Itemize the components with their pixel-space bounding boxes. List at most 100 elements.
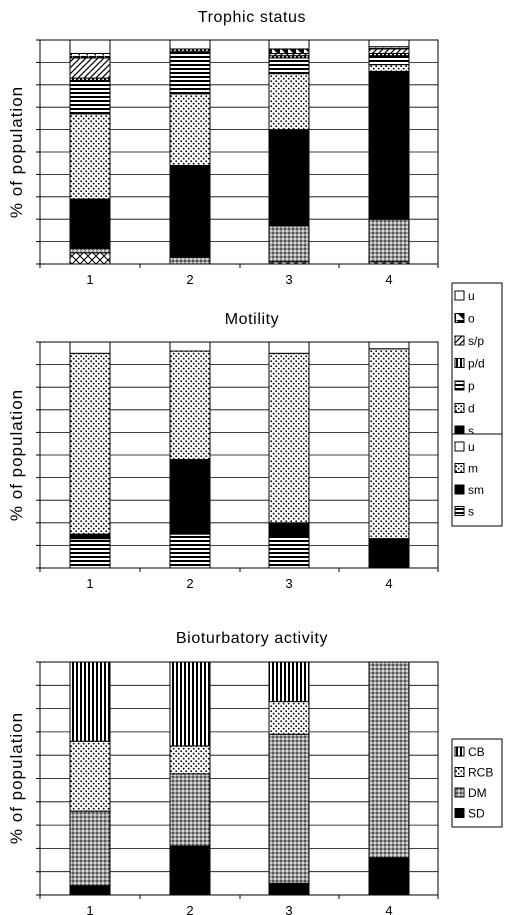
legend-swatch [454, 358, 465, 368]
legend-swatch [454, 787, 465, 798]
bar-segment-u-4 [368, 341, 410, 350]
legend-swatch [454, 808, 465, 818]
x-tick-label: 2 [186, 903, 193, 915]
chart-3: Bioturbatory activity % of population 1 2 3 4… [7, 630, 503, 915]
bar-segment-p-1 [69, 79, 111, 115]
legend-label: p/d [468, 357, 485, 371]
bar-segment-m-2 [169, 350, 211, 461]
x-tick-label: 3 [285, 903, 292, 915]
y-axis-label: % of population [7, 86, 26, 218]
legend-swatch [454, 335, 465, 346]
chart-title: Trophic status [198, 9, 306, 26]
bar-segment-sm-4 [368, 538, 410, 569]
x-tick-label: 2 [186, 272, 193, 287]
bar-segment-s-1 [69, 198, 111, 249]
y-axis-label: % of population [7, 712, 26, 844]
bar-segment-s-4 [368, 70, 410, 220]
chart-2: Motility % of population 1 2 3 4 um sm s [7, 311, 503, 591]
bar-segment-d-1 [69, 113, 111, 200]
bar-segment-cb-1 [69, 661, 111, 742]
legend-label: u [468, 440, 475, 454]
legend-label: s [468, 505, 474, 519]
bar-segment-u-1 [69, 341, 111, 354]
bar-segment-f-s-4 [368, 218, 410, 263]
bar-segment-sd-2 [169, 845, 211, 896]
legend-label: d [468, 402, 475, 416]
bar-segment-s-1 [69, 538, 111, 569]
legend-swatch [454, 380, 465, 391]
bar-segment-u-3 [268, 341, 310, 354]
x-tick-label: 1 [86, 576, 93, 591]
legend-swatch [454, 506, 465, 516]
legend-label: SD [468, 807, 485, 821]
bar-segment-dm-4 [368, 661, 410, 859]
legend-swatch [454, 441, 465, 452]
legend-swatch [454, 484, 465, 495]
x-tick-label: 1 [86, 272, 93, 287]
x-tick-label: 2 [186, 576, 193, 591]
bar-segment-rcb-1 [69, 740, 111, 812]
legend-label: sm [468, 483, 484, 497]
legend-swatch [454, 767, 465, 777]
legend-label: RCB [468, 766, 493, 780]
x-tick-label: 4 [385, 576, 392, 591]
legend-swatch [454, 403, 465, 413]
bar-segment-p-4 [368, 55, 410, 66]
bar-segment-sm-1 [69, 533, 111, 540]
bar-segment-m-1 [69, 352, 111, 535]
bar-segment-u-4 [368, 39, 410, 48]
bar-segment-sd-1 [69, 885, 111, 896]
bar-segment-o-1 [69, 52, 111, 59]
bar-segment-m-4 [368, 348, 410, 540]
bar-segment-p-2 [169, 50, 211, 95]
legend-label: o [468, 312, 475, 326]
legend-swatch [454, 463, 465, 473]
bar-segment-m-3 [268, 352, 310, 524]
bar-segment-sm-2 [169, 459, 211, 535]
bar-segment-s-p-4 [368, 48, 410, 54]
bar-segment-o-3 [268, 48, 310, 54]
chart-title: Bioturbatory activity [176, 630, 328, 647]
legend-label: DM [468, 786, 487, 800]
x-tick-label: 4 [385, 903, 392, 915]
bar-segment-dm-3 [268, 733, 310, 884]
bar-segment-u-1 [69, 39, 111, 54]
legend-label: CB [468, 745, 485, 759]
bar-segment-s-3 [268, 129, 310, 227]
x-tick-label: 4 [385, 272, 392, 287]
bar-segment-f-1 [69, 252, 111, 265]
bar-segment-sd-4 [368, 857, 410, 896]
bar-segment-u-3 [268, 39, 310, 50]
bar-segment-u-2 [169, 341, 211, 352]
x-tick-label: 3 [285, 272, 292, 287]
legend-label: s [468, 424, 474, 438]
bar-segment-rcb-2 [169, 745, 211, 775]
legend-swatch [454, 746, 465, 757]
bar-segment-f-s-1 [69, 247, 111, 254]
bar-segment-d-2 [169, 93, 211, 166]
bar-segment-cb-3 [268, 661, 310, 703]
bar-segment-cb-2 [169, 661, 211, 747]
bar-segment-dm-2 [169, 773, 211, 847]
chart-title: Motility [225, 311, 280, 328]
bar-segment-d-3 [268, 73, 310, 131]
x-tick-label: 3 [285, 576, 292, 591]
bar-segment-s-2 [169, 533, 211, 569]
y-axis-label: % of population [7, 389, 26, 521]
bar-segment-p-3 [268, 57, 310, 75]
bar-segment-sd-3 [268, 882, 310, 896]
bar-segment-s-3 [268, 535, 310, 569]
bar-segment-sm-3 [268, 522, 310, 537]
bar-segment-d-4 [368, 64, 410, 72]
legend-label: m [468, 462, 478, 476]
bar-segment-dm-1 [69, 810, 111, 887]
bar-segment-u-2 [169, 39, 211, 50]
legend-label: u [468, 289, 475, 303]
bar-segment-f-s-3 [268, 225, 310, 263]
bar-segment-f-s-2 [169, 256, 211, 265]
legend-label: s/p [468, 334, 484, 348]
legend-swatch [454, 313, 465, 323]
legend-swatch [454, 290, 465, 301]
x-tick-label: 1 [86, 903, 93, 915]
